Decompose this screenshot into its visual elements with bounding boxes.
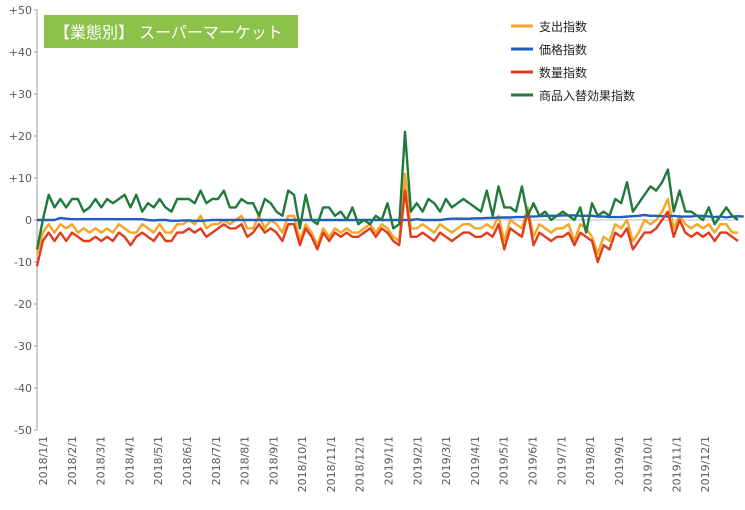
chart-title-text: 【業態別】 スーパーマーケット bbox=[54, 23, 283, 42]
y-tick-label: -20 bbox=[14, 298, 32, 311]
legend-label: 価格指数 bbox=[539, 42, 587, 57]
chart-title-box bbox=[44, 15, 298, 48]
x-tick-label: 2019/6/1 bbox=[526, 436, 539, 485]
series-line bbox=[35, 172, 738, 255]
x-tick-label: 2019/9/1 bbox=[613, 436, 626, 485]
x-tick-label: 2019/2/1 bbox=[411, 436, 424, 485]
series-line bbox=[35, 189, 739, 267]
legend-label: 支出指数 bbox=[539, 19, 587, 34]
y-tick-label: -50 bbox=[14, 424, 32, 437]
x-tick-label: 2018/4/1 bbox=[123, 436, 136, 485]
x-tick-label: 2018/1/1 bbox=[37, 436, 50, 485]
x-tick-label: 2019/12/1 bbox=[699, 436, 712, 492]
x-tick-labels: 2018/1/1 2018/2/1 2018/3/1 2018/4/1 2018/5/1… bbox=[37, 436, 712, 492]
x-tick-label: 2019/1/1 bbox=[383, 436, 396, 485]
x-tick-label: 2019/11/1 bbox=[670, 436, 683, 492]
chart-title: 【業態別】 スーパーマーケット bbox=[44, 15, 298, 48]
y-tick-label: +50 bbox=[9, 4, 32, 17]
x-tick-label: 2019/4/1 bbox=[469, 436, 482, 485]
x-tick-label: 2019/8/1 bbox=[584, 436, 597, 485]
y-tick-label: -30 bbox=[14, 340, 32, 353]
y-tick-labels: +50 +40 +30 +20 +10 0 -10 -20 -30 -40 -50 bbox=[9, 4, 37, 437]
x-tick-label: 2018/3/1 bbox=[95, 436, 108, 485]
series-line bbox=[35, 130, 739, 250]
x-tick-label: 2018/11/1 bbox=[325, 436, 338, 492]
x-tick-label: 2018/12/1 bbox=[354, 436, 367, 492]
y-tick-label: +30 bbox=[9, 88, 32, 101]
x-tick-label: 2019/10/1 bbox=[642, 436, 655, 492]
series-lines bbox=[35, 130, 744, 267]
y-tick-label: -40 bbox=[14, 382, 32, 395]
x-tick-label: 2019/7/1 bbox=[555, 436, 568, 485]
y-tick-label: -10 bbox=[14, 256, 32, 269]
x-tick-label: 2018/9/1 bbox=[267, 436, 280, 485]
x-tick-label: 2019/5/1 bbox=[498, 436, 511, 485]
x-tick-label: 2018/8/1 bbox=[239, 436, 252, 485]
x-tick-label: 2018/7/1 bbox=[210, 436, 223, 485]
x-tick-label: 2018/5/1 bbox=[152, 436, 165, 485]
x-tick-label: 2019/3/1 bbox=[440, 436, 453, 485]
y-tick-label: +10 bbox=[9, 172, 32, 185]
x-tick-label: 2018/2/1 bbox=[66, 436, 79, 485]
y-tick-label: 0 bbox=[25, 214, 32, 227]
y-tick-label: +40 bbox=[9, 46, 32, 59]
legend-label: 商品入替効果指数 bbox=[539, 88, 635, 103]
x-tick-label: 2018/10/1 bbox=[296, 436, 309, 492]
x-tick-label: 2018/6/1 bbox=[181, 436, 194, 485]
y-tick-label: +20 bbox=[9, 130, 32, 143]
legend-label: 数量指数 bbox=[539, 65, 587, 80]
